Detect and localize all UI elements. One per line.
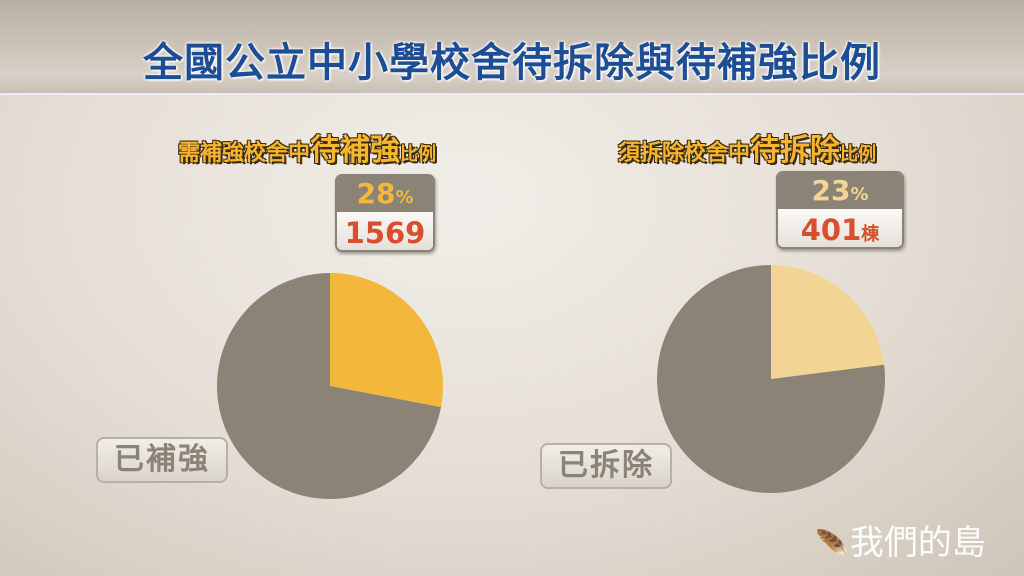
pie-slice-remaining bbox=[217, 273, 441, 499]
right-pie bbox=[657, 265, 885, 494]
right-value-box: 23% 401棟 bbox=[776, 171, 904, 249]
right-chart-subtitle: 須拆除校舍中待拆除比例 bbox=[618, 125, 876, 169]
left-other-label: 已補強 bbox=[96, 437, 228, 483]
percent-label: 23% bbox=[778, 173, 902, 209]
pie-slice-highlight bbox=[771, 265, 885, 379]
right-other-label: 已拆除 bbox=[540, 443, 672, 489]
subtitle-emphasis: 待補強 bbox=[310, 133, 401, 168]
feather-icon: 🪶 bbox=[815, 528, 850, 561]
subtitle-part: 需補強校舍中 bbox=[178, 141, 311, 166]
logo: 🪶我們的島 bbox=[815, 523, 986, 563]
subtitle-part: 須拆除校舍中 bbox=[618, 141, 751, 166]
left-chart-subtitle: 需補強校舍中待補強比例 bbox=[178, 125, 436, 169]
left-value-box: 28% 1569棟 bbox=[335, 174, 435, 252]
subtitle-part: 比例 bbox=[840, 144, 877, 165]
pie-slice-highlight bbox=[330, 273, 444, 408]
count-label: 1569棟 bbox=[337, 212, 433, 250]
left-pie bbox=[217, 273, 444, 499]
pie-slice-remaining bbox=[657, 265, 885, 494]
count-label: 401棟 bbox=[778, 209, 902, 247]
percent-label: 28% bbox=[337, 176, 433, 212]
page-title: 全國公立中小學校舍待拆除與待補強比例 bbox=[143, 40, 881, 86]
subtitle-emphasis: 待拆除 bbox=[750, 133, 841, 168]
subtitle-part: 比例 bbox=[400, 144, 437, 165]
title-bar bbox=[0, 0, 1024, 95]
